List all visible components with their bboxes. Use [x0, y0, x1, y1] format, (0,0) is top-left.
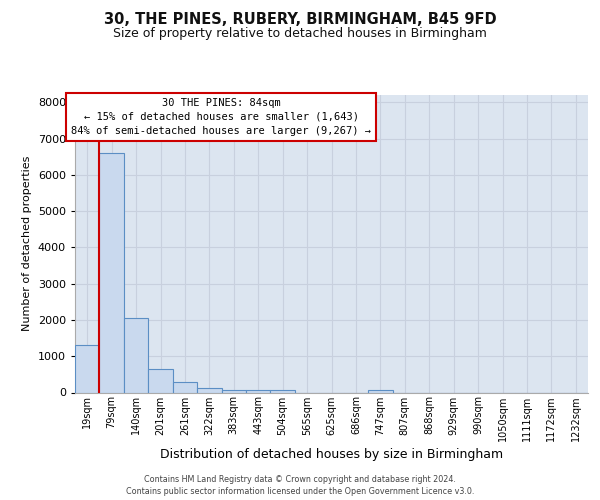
Bar: [100, 153, 124, 392]
Text: Contains HM Land Registry data © Crown copyright and database right 2024.
Contai: Contains HM Land Registry data © Crown c…: [126, 475, 474, 496]
Text: 30 THE PINES: 84sqm
← 15% of detached houses are smaller (1,643)
84% of semi-det: 30 THE PINES: 84sqm ← 15% of detached ho…: [71, 98, 371, 136]
Bar: [368, 390, 392, 392]
Text: Size of property relative to detached houses in Birmingham: Size of property relative to detached ho…: [113, 28, 487, 40]
Bar: [271, 390, 295, 392]
Bar: [124, 318, 148, 392]
Text: 30, THE PINES, RUBERY, BIRMINGHAM, B45 9FD: 30, THE PINES, RUBERY, BIRMINGHAM, B45 9…: [104, 12, 496, 28]
Bar: [148, 369, 173, 392]
Bar: [221, 390, 246, 392]
Y-axis label: Number of detached properties: Number of detached properties: [22, 156, 32, 332]
Bar: [173, 382, 197, 392]
X-axis label: Distribution of detached houses by size in Birmingham: Distribution of detached houses by size …: [160, 448, 503, 460]
Bar: [75, 346, 100, 393]
Bar: [246, 390, 271, 392]
Bar: [197, 388, 221, 392]
